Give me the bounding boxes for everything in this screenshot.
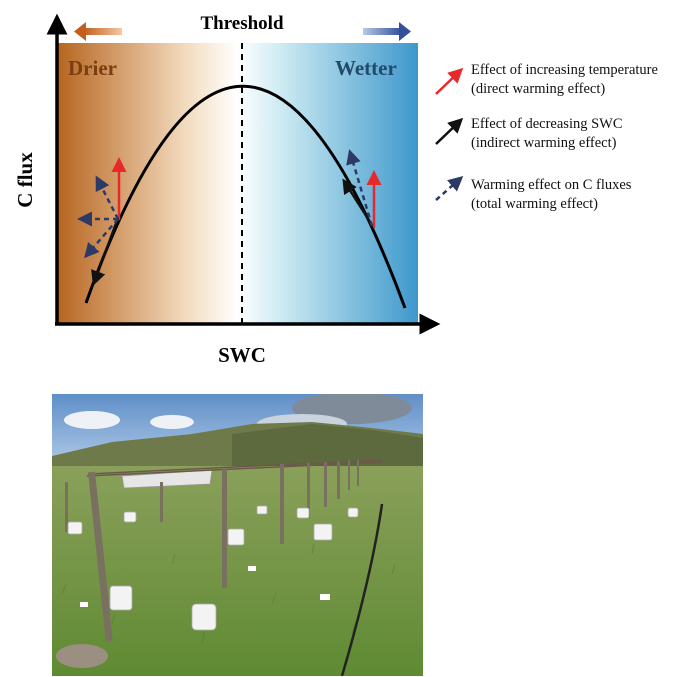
black-arrow-icon	[435, 117, 464, 145]
legend-total-line2: (total warming effect)	[471, 196, 598, 212]
grassland	[52, 466, 423, 676]
frame-wires	[86, 459, 383, 477]
right-total-warming-arrow	[346, 149, 374, 227]
wetter-label: Wetter	[335, 56, 397, 80]
conceptual-diagram: Threshold Drier Wetter C flux SWC	[13, 13, 658, 367]
moisture-gradient-background	[57, 43, 418, 324]
left-total-warming-arrow-up	[95, 175, 120, 220]
dashed-arrow-icon	[435, 176, 464, 201]
hose-line	[340, 503, 384, 676]
legend-direct-line1: Effect of increasing temperature	[471, 62, 658, 78]
c-flux-response-curve	[84, 84, 407, 309]
legend-item-direct-warming: Effect of increasing temperature (direct…	[435, 62, 658, 97]
drier-label: Drier	[68, 56, 117, 80]
x-axis-label: SWC	[218, 343, 266, 367]
grass-texture	[61, 543, 396, 645]
legend-indirect-line2: (indirect warming effect)	[471, 135, 617, 151]
drier-side-effect-arrows	[77, 157, 127, 286]
field-photograph	[52, 394, 423, 676]
plot-markers	[80, 566, 330, 607]
drier-direction-arrow	[74, 22, 122, 41]
left-total-warming-arrow-down	[84, 218, 119, 259]
rock	[56, 644, 108, 668]
legend-indirect-line1: Effect of decreasing SWC	[471, 116, 623, 132]
metal-posts	[65, 460, 359, 642]
wetter-direction-arrow	[363, 22, 411, 41]
legend-item-total-warming: Warming effect on C fluxes (total warmin…	[435, 176, 632, 212]
legend-total-line1: Warming effect on C fluxes	[471, 177, 632, 193]
right-indirect-warming-arrow	[342, 178, 374, 226]
legend-item-indirect-warming: Effect of decreasing SWC (indirect warmi…	[435, 116, 623, 151]
measurement-chambers	[67, 505, 359, 631]
left-indirect-warming-arrow	[91, 217, 120, 286]
legend: Effect of increasing temperature (direct…	[435, 62, 658, 212]
threshold-label: Threshold	[200, 13, 284, 34]
wetter-side-effect-arrows	[342, 149, 382, 228]
red-arrow-icon	[435, 67, 464, 95]
y-axis-label: C flux	[13, 152, 37, 208]
legend-direct-line2: (direct warming effect)	[471, 81, 605, 97]
